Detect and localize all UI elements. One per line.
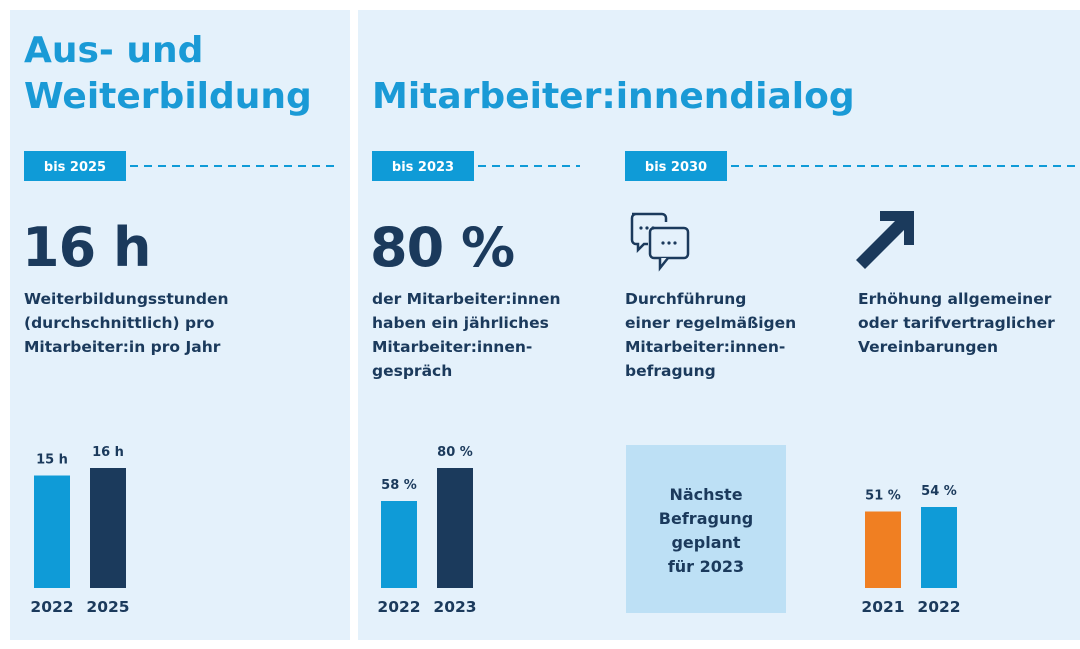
x-tick-label: 2022: [917, 598, 960, 616]
description: Mitarbeiter:innen-: [625, 338, 785, 356]
tag-label: bis 2025: [44, 160, 106, 175]
description: der Mitarbeiter:innen: [372, 290, 561, 308]
headline: 16 h: [22, 216, 150, 279]
description: befragung: [625, 362, 716, 380]
value-label: 58 %: [381, 478, 417, 493]
bar: [381, 501, 417, 588]
bar: [437, 468, 473, 588]
arrow-icon: [856, 211, 914, 269]
description: Weiterbildungsstunden: [24, 290, 229, 308]
description: Erhöhung allgemeiner: [858, 290, 1052, 308]
value-label: 51 %: [865, 489, 901, 504]
value-label: 16 h: [92, 445, 124, 460]
x-tick-label: 2022: [377, 598, 420, 616]
tag: [625, 151, 727, 181]
note: Befragung: [659, 509, 753, 528]
bar: [90, 468, 126, 588]
note-box: [626, 445, 786, 613]
description: haben ein jährliches: [372, 314, 549, 332]
note: für 2023: [668, 557, 744, 576]
tag: [24, 151, 126, 181]
tag: [372, 151, 474, 181]
note: Nächste: [669, 485, 742, 504]
x-tick-label: 2023: [433, 598, 476, 616]
chat-dots: [639, 226, 677, 245]
x-tick-label: 2025: [86, 598, 129, 616]
description: Mitarbeiter:innen-: [372, 338, 532, 356]
description: Vereinbarungen: [858, 338, 998, 356]
description: einer regelmäßigen: [625, 314, 796, 332]
x-tick-label: 2021: [861, 598, 904, 616]
bar: [34, 475, 70, 588]
description: oder tarifvertraglicher: [858, 314, 1055, 332]
section-title: Mitarbeiter:innendialog: [372, 76, 855, 117]
description: Durchführung: [625, 290, 746, 308]
value-label: 15 h: [36, 453, 68, 468]
tag-label: bis 2023: [392, 160, 454, 175]
value-label: 80 %: [437, 445, 473, 460]
description: Mitarbeiter:in pro Jahr: [24, 338, 221, 356]
tag-label: bis 2030: [645, 160, 707, 175]
note: geplant: [671, 533, 740, 552]
bar: [865, 511, 901, 588]
section-title: Aus- und: [24, 30, 203, 71]
section-title: Weiterbildung: [24, 76, 312, 117]
bar: [921, 507, 957, 588]
description: (durchschnittlich) pro: [24, 314, 214, 332]
x-tick-label: 2022: [30, 598, 73, 616]
headline: 80 %: [370, 216, 514, 279]
value-label: 54 %: [921, 484, 957, 499]
description: gespräch: [372, 362, 452, 380]
